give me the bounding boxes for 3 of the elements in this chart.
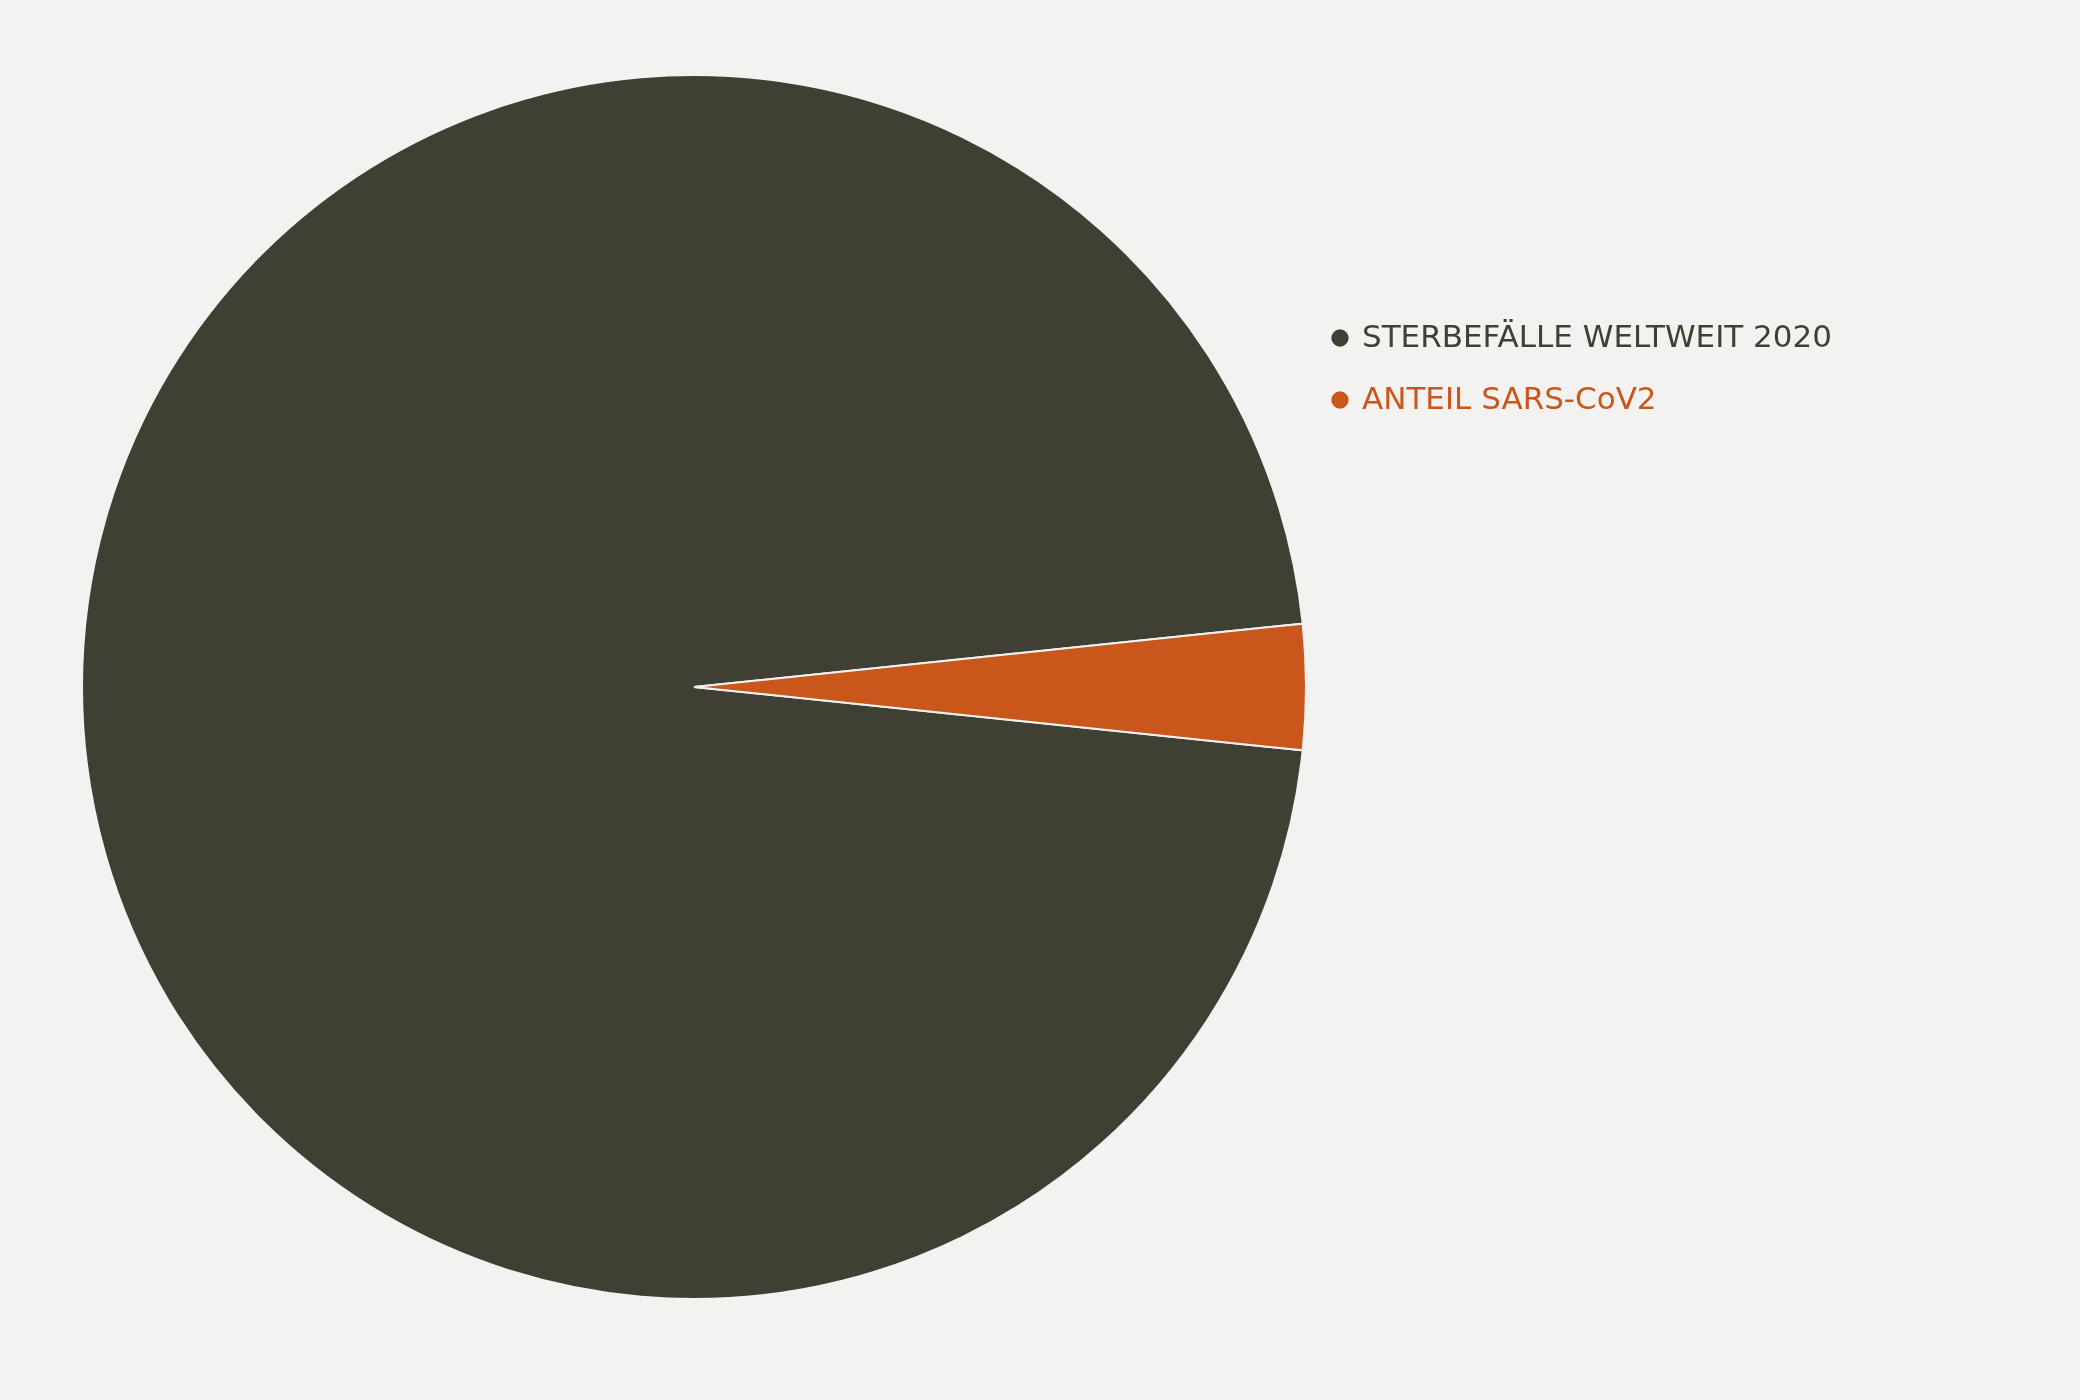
legend-label: STERBEFÄLLE WELTWEIT 2020 bbox=[1362, 318, 1833, 354]
legend-label: ANTEIL SARS-CoV2 bbox=[1362, 380, 1657, 416]
pie-slice bbox=[82, 74, 1304, 1300]
